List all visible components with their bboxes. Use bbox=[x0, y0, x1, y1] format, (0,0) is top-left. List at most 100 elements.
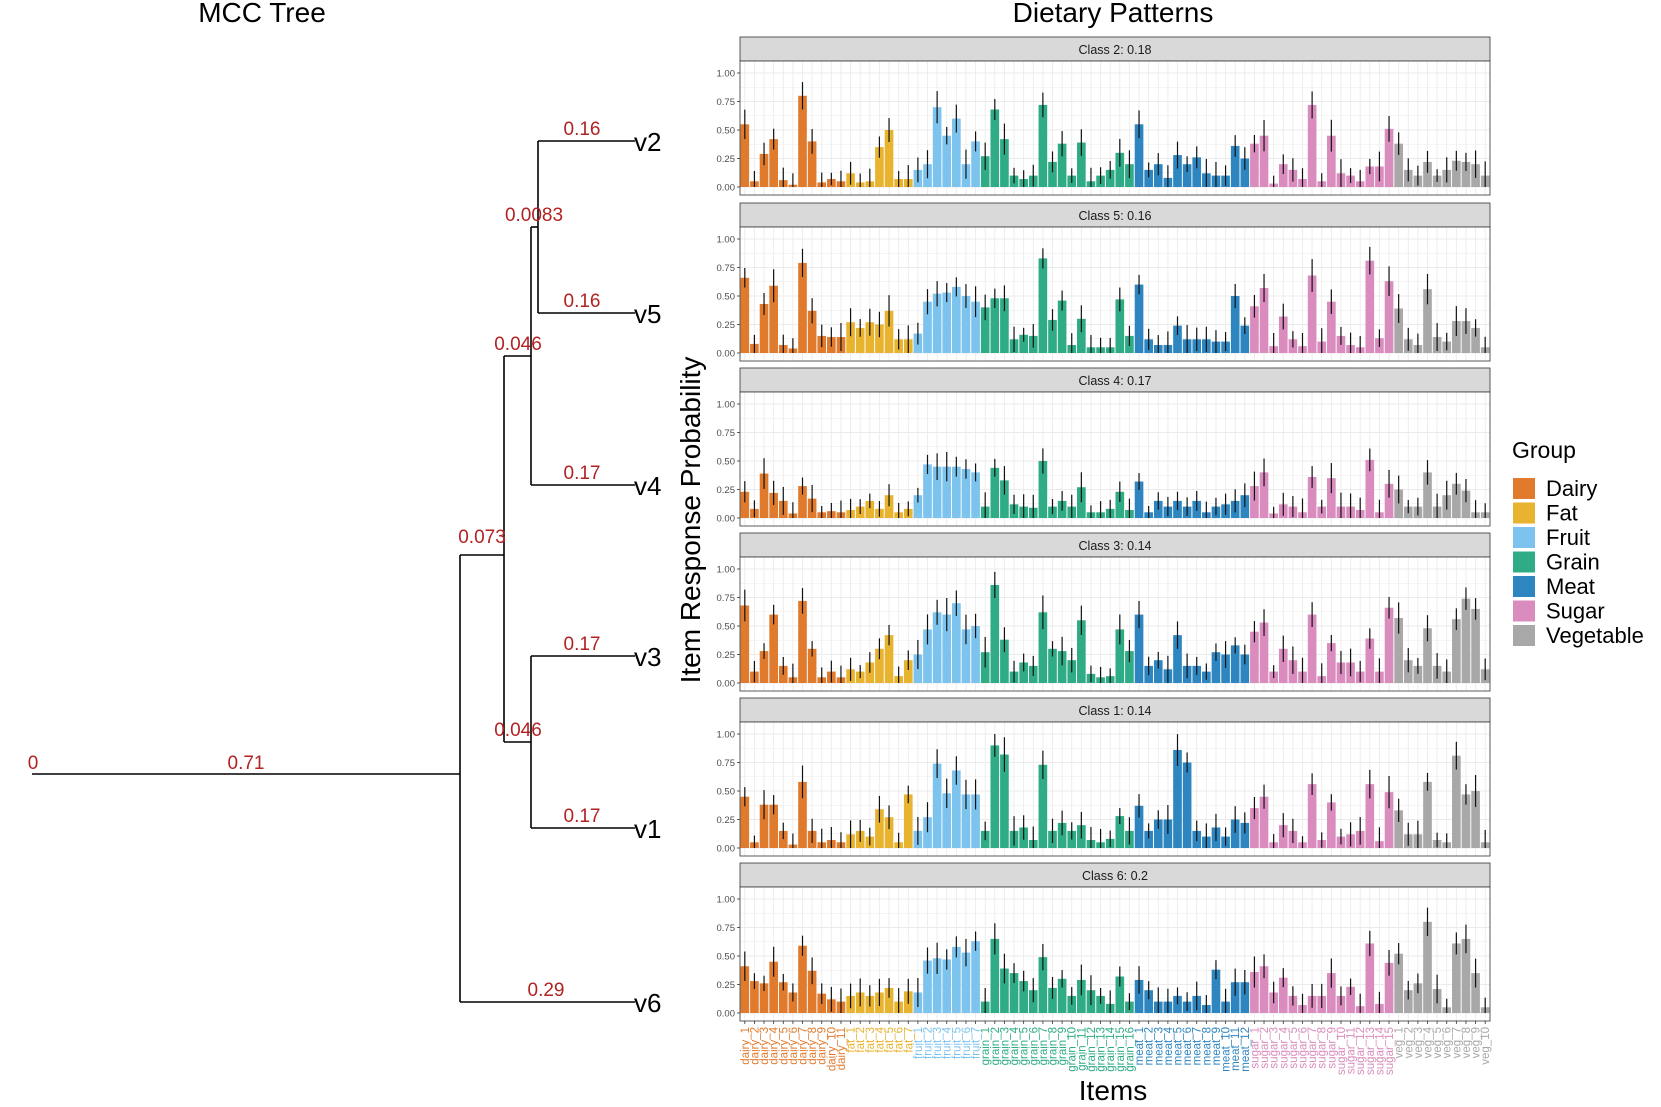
y-tick-label: 0.00 bbox=[717, 843, 736, 854]
bar bbox=[1384, 962, 1394, 1013]
x-tick-label: dairy_7 bbox=[798, 1027, 810, 1065]
branch-label-v6: 0.29 bbox=[528, 980, 565, 1001]
bar bbox=[778, 982, 788, 1013]
x-tick-label: fruit_1 bbox=[913, 1027, 925, 1059]
y-axis-title: Item Response Probability bbox=[675, 357, 706, 684]
bar bbox=[942, 614, 952, 683]
bar bbox=[1278, 316, 1288, 353]
facet-strip bbox=[739, 532, 1491, 558]
branch-label-root: 0 bbox=[28, 753, 39, 774]
x-tick-label: dairy_8 bbox=[807, 1027, 819, 1065]
bar bbox=[952, 603, 961, 683]
bar bbox=[807, 648, 817, 683]
bar bbox=[1423, 921, 1432, 1013]
bar bbox=[932, 763, 942, 848]
x-tick-label: grain_12 bbox=[1086, 1027, 1098, 1072]
x-tick-label: sugar_9 bbox=[1326, 1027, 1338, 1069]
x-tick-label: grain_6 bbox=[1028, 1027, 1040, 1065]
x-tick-label: veg_2 bbox=[1403, 1027, 1415, 1058]
bar bbox=[971, 301, 980, 353]
bar bbox=[1000, 298, 1009, 353]
bar bbox=[971, 472, 980, 518]
bar bbox=[1307, 275, 1317, 353]
x-tick-label: grain_5 bbox=[1019, 1027, 1031, 1065]
bar bbox=[971, 941, 980, 1013]
panel-border bbox=[739, 721, 1491, 857]
bar bbox=[750, 981, 759, 1013]
x-tick-label: meat_6 bbox=[1182, 1027, 1194, 1065]
bar bbox=[1153, 660, 1163, 683]
bar bbox=[1115, 629, 1125, 683]
bar bbox=[1423, 289, 1432, 353]
x-tick-label: sugar_1 bbox=[1249, 1027, 1261, 1069]
bar bbox=[932, 107, 942, 187]
panel-border bbox=[739, 60, 1491, 196]
bar bbox=[788, 992, 798, 1013]
x-tick-label: grain_10 bbox=[1067, 1027, 1079, 1072]
bar bbox=[952, 118, 961, 187]
bar bbox=[1413, 665, 1423, 683]
bar bbox=[807, 141, 817, 187]
bar bbox=[1125, 651, 1134, 683]
x-tick-label: dairy_2 bbox=[749, 1027, 761, 1065]
bar bbox=[1327, 135, 1336, 187]
bar bbox=[1278, 977, 1288, 1013]
bar bbox=[1259, 622, 1269, 683]
x-tick-label: meat_8 bbox=[1201, 1027, 1213, 1065]
x-tick-label: meat_9 bbox=[1211, 1027, 1223, 1065]
x-tick-label: sugar_15 bbox=[1384, 1027, 1396, 1075]
legend-label: Sugar bbox=[1546, 599, 1605, 624]
bar bbox=[1452, 755, 1461, 848]
x-tick-label: meat_12 bbox=[1240, 1027, 1252, 1072]
bar bbox=[740, 491, 750, 518]
bar bbox=[1057, 143, 1067, 187]
bar bbox=[1394, 308, 1403, 353]
bar bbox=[798, 262, 807, 353]
bar bbox=[855, 327, 865, 353]
facet-strip bbox=[739, 862, 1491, 888]
legend-label: Fat bbox=[1546, 501, 1578, 526]
x-tick-label: dairy_6 bbox=[788, 1027, 800, 1065]
bar bbox=[1077, 487, 1086, 518]
bar bbox=[1250, 971, 1259, 1013]
legend-swatch bbox=[1513, 576, 1535, 597]
x-tick-label: meat_3 bbox=[1153, 1027, 1165, 1065]
bar bbox=[1250, 306, 1259, 353]
x-tick-label: veg_4 bbox=[1423, 1026, 1435, 1058]
bar bbox=[1115, 816, 1125, 848]
bar bbox=[1144, 830, 1153, 848]
bar bbox=[846, 322, 855, 353]
bar bbox=[1384, 128, 1394, 187]
facet-panel: Class 6: 0.2 0.00 0.25 0.50 0.75 1.00 bbox=[717, 862, 1491, 1022]
bar bbox=[1077, 142, 1086, 187]
bar bbox=[1452, 160, 1461, 187]
bar bbox=[942, 793, 952, 848]
x-tick-label: sugar_7 bbox=[1307, 1027, 1319, 1069]
bar bbox=[1327, 802, 1336, 848]
bar bbox=[1230, 296, 1240, 353]
legend-label: Vegetable bbox=[1546, 623, 1644, 648]
x-tick-label: fruit_7 bbox=[971, 1027, 983, 1059]
branch-label-node-v2v5v4: 0.046 bbox=[494, 334, 542, 355]
bar bbox=[759, 983, 769, 1013]
bar bbox=[961, 952, 971, 1013]
bar bbox=[1461, 161, 1471, 187]
bar bbox=[1423, 472, 1432, 518]
bar bbox=[1134, 124, 1144, 187]
facet-panel: Class 4: 0.17 0.00 0.25 0.50 0.75 1.00 bbox=[717, 367, 1491, 527]
bar bbox=[1327, 301, 1336, 353]
bar bbox=[1019, 334, 1028, 353]
bar bbox=[1096, 995, 1105, 1013]
x-tick-label: sugar_11 bbox=[1346, 1027, 1358, 1074]
bar bbox=[971, 626, 980, 683]
bar bbox=[1394, 618, 1403, 683]
legend: Group DairyFatFruitGrainMeatSugarVegetab… bbox=[1512, 437, 1644, 648]
y-tick-label: 0.25 bbox=[717, 154, 736, 165]
bar bbox=[1240, 325, 1250, 353]
bar bbox=[1230, 645, 1240, 683]
x-tick-label: dairy_1 bbox=[740, 1027, 752, 1065]
bar bbox=[1153, 819, 1163, 848]
bar bbox=[807, 970, 817, 1013]
x-axis-title: Items bbox=[1079, 1075, 1147, 1106]
bar bbox=[1048, 319, 1057, 353]
